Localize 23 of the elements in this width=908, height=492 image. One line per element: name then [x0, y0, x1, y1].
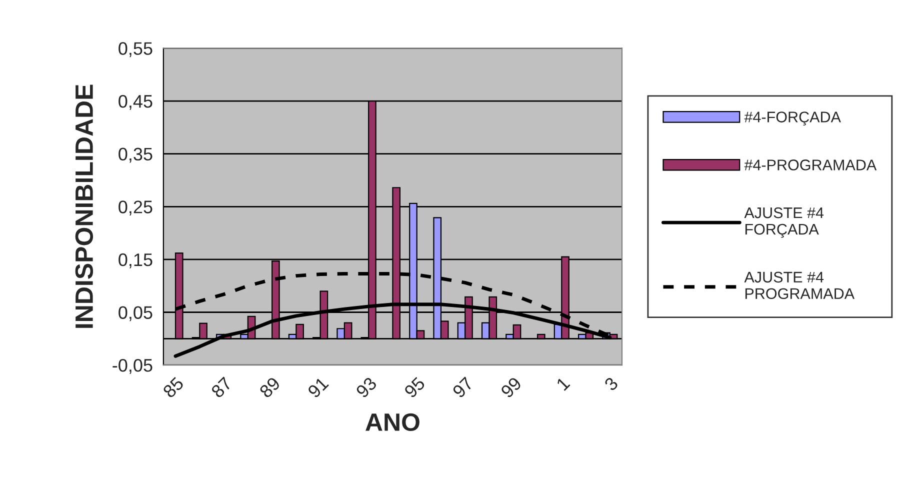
legend-label: AJUSTE #4 FORÇADA	[744, 207, 824, 238]
x-tick-label: 97	[452, 376, 474, 398]
x-tick-label: 1	[556, 376, 570, 391]
y-tick-label: -0,05	[112, 359, 152, 374]
y-tick-label: 0,05	[118, 306, 152, 322]
x-tick-label: 99	[500, 376, 522, 398]
y-axis-title: INDISPONIBILIDADE	[75, 84, 94, 328]
legend-label: #4-PROGRAMADA	[744, 160, 877, 170]
legend-label: #4-FORÇADA	[744, 112, 841, 126]
y-tick-label: 0,55	[118, 42, 152, 58]
y-tick-label: 0,35	[118, 148, 152, 163]
y-tick-label: 0,45	[118, 94, 152, 110]
legend-label: AJUSTE #4 PROGRAMADA	[744, 272, 855, 300]
y-tick-label: 0,25	[118, 200, 152, 216]
x-tick-label: 95	[404, 376, 426, 398]
y-tick-label: 0,15	[118, 253, 152, 268]
x-tick-label: 85	[162, 376, 184, 399]
x-tick-label: 93	[355, 376, 378, 398]
x-tick-label: 87	[210, 376, 233, 399]
x-tick-label: 3	[604, 376, 619, 392]
x-axis-title: ANO	[366, 413, 420, 432]
x-tick-label: 91	[307, 376, 330, 398]
x-tick-label: 89	[258, 376, 281, 399]
